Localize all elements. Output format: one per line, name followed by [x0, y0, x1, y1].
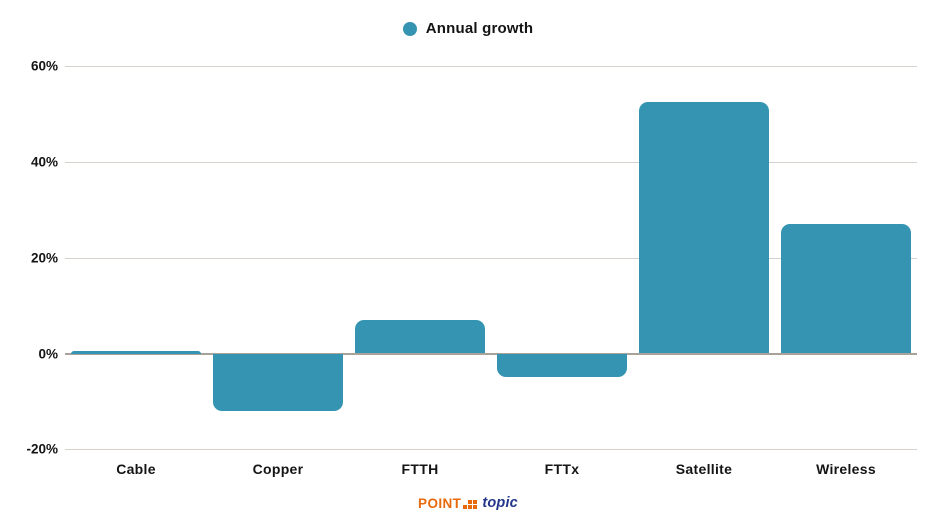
- logo-text-point: POINT: [418, 495, 462, 511]
- legend: Annual growth: [0, 20, 936, 37]
- x-axis-label-ftth: FTTH: [401, 461, 439, 477]
- bar-fttx[interactable]: [497, 353, 627, 378]
- x-axis-label-cable: Cable: [116, 461, 156, 477]
- bar-copper[interactable]: [213, 353, 343, 411]
- gridline--20%: [65, 449, 917, 451]
- legend-item-annual-growth[interactable]: Annual growth: [402, 20, 534, 37]
- bar-satellite[interactable]: [639, 102, 769, 354]
- logo-text-topic: topic: [482, 495, 518, 511]
- gridline-0%: [65, 352, 917, 355]
- x-axis-label-copper: Copper: [252, 461, 304, 477]
- brand-logo[interactable]: POINT topic: [0, 495, 936, 511]
- bar-cable[interactable]: [71, 351, 201, 354]
- legend-label: Annual growth: [425, 20, 534, 37]
- legend-dot-icon: [402, 21, 417, 36]
- y-axis-tick-40%: 40%: [30, 154, 58, 170]
- dot-matrix-icon: [463, 500, 478, 509]
- bar-wireless[interactable]: [781, 224, 911, 354]
- x-axis-label-fttx: FTTx: [544, 461, 580, 477]
- gridline-60%: [65, 66, 917, 68]
- y-axis-tick--20%: -20%: [26, 441, 58, 457]
- y-axis-tick-20%: 20%: [30, 250, 58, 266]
- y-axis-tick-0%: 0%: [38, 346, 58, 361]
- gridline-40%: [65, 161, 917, 163]
- x-axis-label-wireless: Wireless: [816, 461, 876, 477]
- y-axis-tick-60%: 60%: [30, 58, 58, 74]
- gridline-20%: [65, 257, 917, 259]
- bar-ftth[interactable]: [355, 319, 485, 354]
- x-axis-label-satellite: Satellite: [675, 461, 733, 477]
